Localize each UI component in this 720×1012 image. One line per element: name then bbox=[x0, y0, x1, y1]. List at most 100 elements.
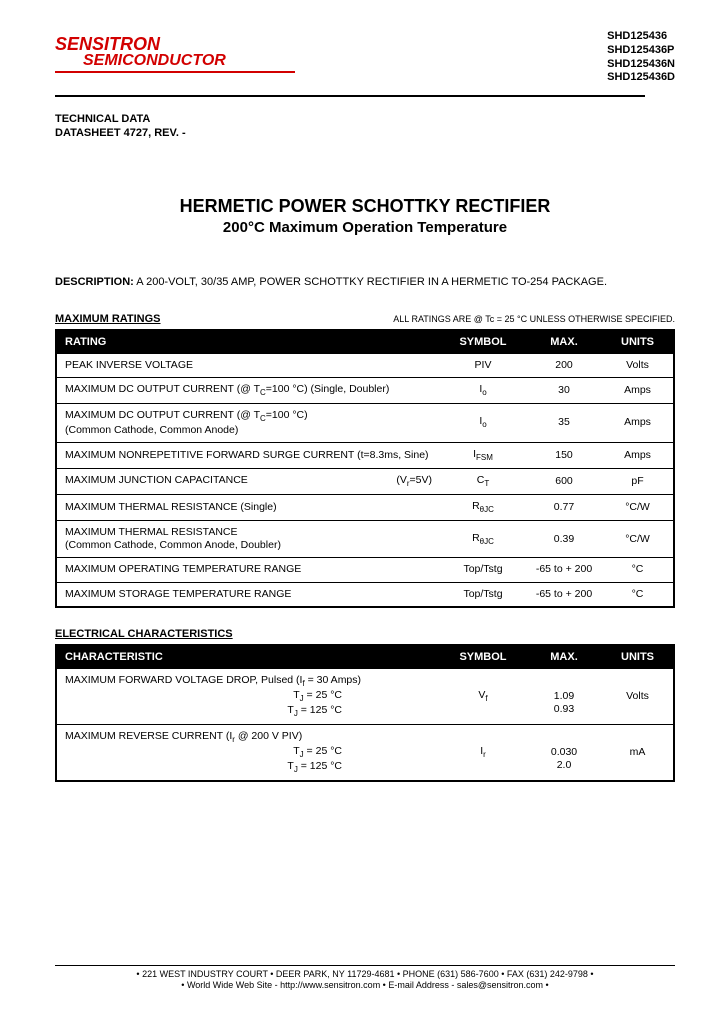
symbol-cell: Io bbox=[440, 377, 526, 403]
units-cell: °C/W bbox=[602, 521, 674, 558]
col-max: MAX. bbox=[526, 330, 602, 354]
table-row: MAXIMUM DC OUTPUT CURRENT (@ TC=100 °C) … bbox=[56, 377, 674, 403]
symbol-cell: Top/Tstg bbox=[440, 558, 526, 582]
elec-characteristics-table: CHARACTERISTIC SYMBOL MAX. UNITS MAXIMUM… bbox=[55, 644, 675, 783]
header-rule bbox=[55, 95, 645, 97]
condition-line: TJ = 25 °C bbox=[65, 745, 432, 760]
max-cell: 30 bbox=[526, 377, 602, 403]
description-label: DESCRIPTION: bbox=[55, 276, 134, 288]
footer-line2: World Wide Web Site - http://www.sensitr… bbox=[181, 980, 548, 990]
rating-cell: MAXIMUM NONREPETITIVE FORWARD SURGE CURR… bbox=[56, 442, 440, 468]
max-cell: 35 bbox=[526, 403, 602, 442]
symbol-cell: RθJC bbox=[440, 495, 526, 521]
max-ratings-note: ALL RATINGS ARE @ Tc = 25 °C UNLESS OTHE… bbox=[393, 314, 675, 324]
logo-line2: SEMICONDUCTOR bbox=[83, 53, 295, 68]
table-row: MAXIMUM JUNCTION CAPACITANCE(Vr=5V) CT 6… bbox=[56, 469, 674, 495]
part-numbers: SHD125436 SHD125436P SHD125436N SHD12543… bbox=[607, 30, 675, 85]
rating-cell: PEAK INVERSE VOLTAGE bbox=[56, 353, 440, 377]
units-cell: Amps bbox=[602, 442, 674, 468]
part-number: SHD125436N bbox=[607, 58, 675, 72]
table-row: MAXIMUM FORWARD VOLTAGE DROP, Pulsed (If… bbox=[56, 668, 674, 724]
rating-cell: MAXIMUM OPERATING TEMPERATURE RANGE bbox=[56, 558, 440, 582]
datasheet-page: SENSITRON SEMICONDUCTOR SHD125436 SHD125… bbox=[0, 0, 720, 1012]
max-ratings-heading-row: MAXIMUM RATINGS ALL RATINGS ARE @ Tc = 2… bbox=[55, 313, 675, 325]
col-symbol: SYMBOL bbox=[440, 645, 526, 669]
symbol-cell: IFSM bbox=[440, 442, 526, 468]
col-max: MAX. bbox=[526, 645, 602, 669]
max-cell: -65 to + 200 bbox=[526, 558, 602, 582]
rating-cell: MAXIMUM THERMAL RESISTANCE (Single) bbox=[56, 495, 440, 521]
units-cell: Volts bbox=[602, 353, 674, 377]
col-units: UNITS bbox=[602, 645, 674, 669]
description: DESCRIPTION: A 200-VOLT, 30/35 AMP, POWE… bbox=[55, 276, 675, 288]
rating-cell: MAXIMUM THERMAL RESISTANCE(Common Cathod… bbox=[56, 521, 440, 558]
table-row: MAXIMUM OPERATING TEMPERATURE RANGE Top/… bbox=[56, 558, 674, 582]
units-cell: °C bbox=[602, 582, 674, 607]
symbol-cell: CT bbox=[440, 469, 526, 495]
company-logo: SENSITRON SEMICONDUCTOR bbox=[55, 36, 295, 73]
part-number: SHD125436D bbox=[607, 71, 675, 85]
description-text: A 200-VOLT, 30/35 AMP, POWER SCHOTTKY RE… bbox=[134, 276, 607, 288]
units-cell: pF bbox=[602, 469, 674, 495]
units-cell: Volts bbox=[602, 668, 674, 724]
part-number: SHD125436P bbox=[607, 44, 675, 58]
max-cell: -65 to + 200 bbox=[526, 582, 602, 607]
title-block: HERMETIC POWER SCHOTTKY RECTIFIER 200°C … bbox=[55, 196, 675, 236]
table-row: MAXIMUM THERMAL RESISTANCE (Single) RθJC… bbox=[56, 495, 674, 521]
footer-line1: 221 WEST INDUSTRY COURT • DEER PARK, NY … bbox=[136, 969, 593, 979]
table-row: MAXIMUM NONREPETITIVE FORWARD SURGE CURR… bbox=[56, 442, 674, 468]
rating-cell: MAXIMUM JUNCTION CAPACITANCE(Vr=5V) bbox=[56, 469, 440, 495]
max-cell: 0.39 bbox=[526, 521, 602, 558]
max-cell: 150 bbox=[526, 442, 602, 468]
logo-line1: SENSITRON bbox=[55, 36, 295, 53]
condition-line: TJ = 125 °C bbox=[65, 704, 432, 719]
condition-line: TJ = 25 °C bbox=[65, 689, 432, 704]
max-cell: 1.090.93 bbox=[526, 668, 602, 724]
table-header-row: RATING SYMBOL MAX. UNITS bbox=[56, 330, 674, 354]
col-units: UNITS bbox=[602, 330, 674, 354]
footer: 221 WEST INDUSTRY COURT • DEER PARK, NY … bbox=[55, 965, 675, 992]
col-symbol: SYMBOL bbox=[440, 330, 526, 354]
datasheet-rev: DATASHEET 4727, REV. - bbox=[55, 127, 675, 141]
page-subtitle: 200°C Maximum Operation Temperature bbox=[55, 219, 675, 236]
units-cell: Amps bbox=[602, 377, 674, 403]
units-cell: °C bbox=[602, 558, 674, 582]
table-row: PEAK INVERSE VOLTAGE PIV 200 Volts bbox=[56, 353, 674, 377]
elec-heading-row: ELECTRICAL CHARACTERISTICS bbox=[55, 628, 675, 640]
symbol-cell: Top/Tstg bbox=[440, 582, 526, 607]
elec-heading: ELECTRICAL CHARACTERISTICS bbox=[55, 628, 233, 640]
characteristic-cell: MAXIMUM REVERSE CURRENT (Ir @ 200 V PIV)… bbox=[56, 725, 440, 782]
symbol-cell: PIV bbox=[440, 353, 526, 377]
max-cell: 200 bbox=[526, 353, 602, 377]
col-characteristic: CHARACTERISTIC bbox=[56, 645, 440, 669]
max-cell: 0.77 bbox=[526, 495, 602, 521]
tech-data-label: TECHNICAL DATA bbox=[55, 113, 675, 127]
symbol-cell: Ir bbox=[440, 725, 526, 782]
symbol-cell: Vf bbox=[440, 668, 526, 724]
units-cell: mA bbox=[602, 725, 674, 782]
table-row: MAXIMUM DC OUTPUT CURRENT (@ TC=100 °C)(… bbox=[56, 403, 674, 442]
max-cell: 0.0302.0 bbox=[526, 725, 602, 782]
table-row: MAXIMUM STORAGE TEMPERATURE RANGE Top/Ts… bbox=[56, 582, 674, 607]
table-row: MAXIMUM REVERSE CURRENT (Ir @ 200 V PIV)… bbox=[56, 725, 674, 782]
max-ratings-heading: MAXIMUM RATINGS bbox=[55, 313, 161, 325]
rating-cell: MAXIMUM DC OUTPUT CURRENT (@ TC=100 °C) … bbox=[56, 377, 440, 403]
page-title: HERMETIC POWER SCHOTTKY RECTIFIER bbox=[55, 196, 675, 217]
max-ratings-table: RATING SYMBOL MAX. UNITS PEAK INVERSE VO… bbox=[55, 329, 675, 608]
condition-line: TJ = 125 °C bbox=[65, 760, 432, 775]
table-header-row: CHARACTERISTIC SYMBOL MAX. UNITS bbox=[56, 645, 674, 669]
part-number: SHD125436 bbox=[607, 30, 675, 44]
logo-underline bbox=[55, 71, 295, 73]
characteristic-cell: MAXIMUM FORWARD VOLTAGE DROP, Pulsed (If… bbox=[56, 668, 440, 724]
rating-cell: MAXIMUM DC OUTPUT CURRENT (@ TC=100 °C)(… bbox=[56, 403, 440, 442]
symbol-cell: RθJC bbox=[440, 521, 526, 558]
max-cell: 600 bbox=[526, 469, 602, 495]
symbol-cell: Io bbox=[440, 403, 526, 442]
rating-cell: MAXIMUM STORAGE TEMPERATURE RANGE bbox=[56, 582, 440, 607]
header: SENSITRON SEMICONDUCTOR SHD125436 SHD125… bbox=[55, 30, 675, 85]
units-cell: °C/W bbox=[602, 495, 674, 521]
units-cell: Amps bbox=[602, 403, 674, 442]
technical-data-block: TECHNICAL DATA DATASHEET 4727, REV. - bbox=[55, 113, 675, 141]
col-rating: RATING bbox=[56, 330, 440, 354]
table-row: MAXIMUM THERMAL RESISTANCE(Common Cathod… bbox=[56, 521, 674, 558]
